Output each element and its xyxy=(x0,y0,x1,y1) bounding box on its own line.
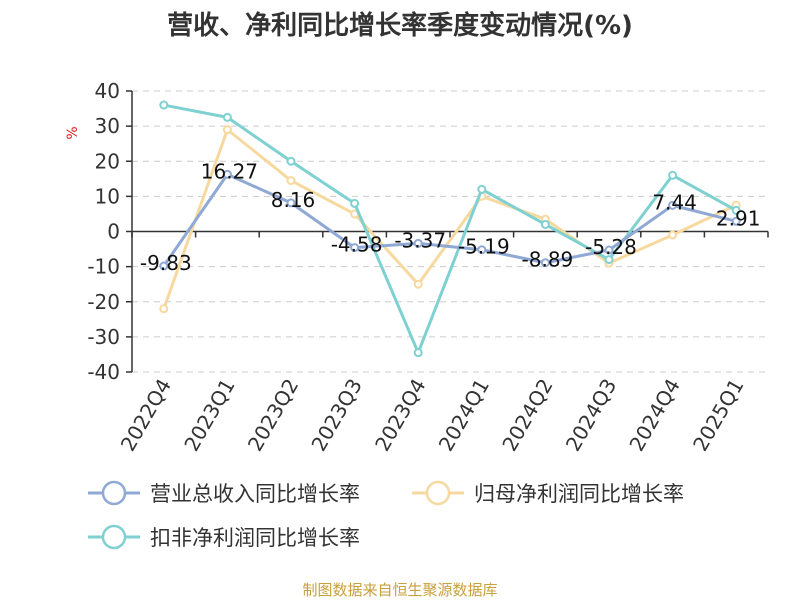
data-point[interactable] xyxy=(222,125,232,135)
data-label: -5.19 xyxy=(458,235,510,259)
data-label: 2.91 xyxy=(716,206,761,230)
legend-marker[interactable] xyxy=(101,480,127,506)
y-tick-label: -40 xyxy=(87,360,120,384)
x-tick-label: 2024Q1 xyxy=(434,375,494,456)
data-point[interactable] xyxy=(731,205,741,215)
y-tick-label: 30 xyxy=(95,114,120,138)
y-tick-label: 20 xyxy=(95,149,120,173)
data-label: -9.83 xyxy=(140,251,192,275)
series-lines xyxy=(159,100,741,358)
x-tick-label: 2024Q3 xyxy=(561,375,621,456)
x-tick-label: 2023Q2 xyxy=(243,375,303,456)
chart-title: 营收、净利同比增长率季度变动情况(%) xyxy=(167,10,633,41)
data-label: -5.28 xyxy=(585,235,637,259)
data-label: 7.44 xyxy=(652,190,697,214)
legend-marker[interactable] xyxy=(101,524,127,550)
data-point[interactable] xyxy=(413,238,423,248)
data-point[interactable] xyxy=(222,169,232,179)
data-point[interactable] xyxy=(286,156,296,166)
x-tick-label: 2025Q1 xyxy=(688,375,748,456)
data-label: -3.37 xyxy=(394,228,446,252)
data-point[interactable] xyxy=(286,176,296,186)
legend-marker[interactable] xyxy=(425,480,451,506)
y-tick-label: 10 xyxy=(95,184,120,208)
y-tick-label: 40 xyxy=(95,79,120,103)
data-point[interactable] xyxy=(159,304,169,314)
grid xyxy=(132,90,768,373)
data-point[interactable] xyxy=(159,261,169,271)
data-label: 8.16 xyxy=(271,188,316,212)
data-point[interactable] xyxy=(668,170,678,180)
y-tick-label: -10 xyxy=(87,255,120,279)
data-point[interactable] xyxy=(286,198,296,208)
data-point[interactable] xyxy=(731,216,741,226)
series-line xyxy=(162,128,737,310)
x-tick-label: 2022Q4 xyxy=(116,375,176,456)
data-point[interactable] xyxy=(604,245,614,255)
y-tick-label: 0 xyxy=(107,220,120,244)
data-label: -4.58 xyxy=(331,233,383,257)
series-line xyxy=(163,103,737,355)
data-label: -8.89 xyxy=(522,248,574,272)
y-axis-label: % xyxy=(65,126,81,139)
data-point[interactable] xyxy=(222,112,232,122)
data-point[interactable] xyxy=(540,219,550,229)
data-point[interactable] xyxy=(604,255,614,265)
data-point[interactable] xyxy=(350,198,360,208)
data-point[interactable] xyxy=(477,184,487,194)
data-point[interactable] xyxy=(413,348,423,358)
data-point[interactable] xyxy=(350,243,360,253)
data-label: 16.27 xyxy=(201,159,258,183)
data-point[interactable] xyxy=(668,200,678,210)
y-tick-label: -30 xyxy=(87,325,120,349)
legend-label[interactable]: 归母净利润同比增长率 xyxy=(474,482,684,506)
data-labels: -9.83 16.27 8.16 -4.58 -3.37 -5.19 -8.89 -5.28 7… xyxy=(140,159,761,275)
data-point[interactable] xyxy=(477,245,487,255)
data-point[interactable] xyxy=(668,230,678,240)
x-tick-label: 2023Q4 xyxy=(370,375,430,456)
series-line xyxy=(162,172,737,267)
x-tick-label: 2023Q1 xyxy=(179,375,239,456)
y-tick-label: -20 xyxy=(87,290,120,314)
x-tick-label: 2023Q3 xyxy=(306,375,366,456)
x-tick-label: 2024Q4 xyxy=(624,375,684,456)
legend-label[interactable]: 扣非净利润同比增长率 xyxy=(150,526,360,550)
legend-label[interactable]: 营业总收入同比增长率 xyxy=(150,482,360,506)
data-point[interactable] xyxy=(413,279,423,289)
x-tick-label: 2024Q2 xyxy=(497,375,557,456)
data-point[interactable] xyxy=(159,100,169,110)
data-point[interactable] xyxy=(540,258,550,268)
source-note: 制图数据来自恒生聚源数据库 xyxy=(302,581,497,599)
